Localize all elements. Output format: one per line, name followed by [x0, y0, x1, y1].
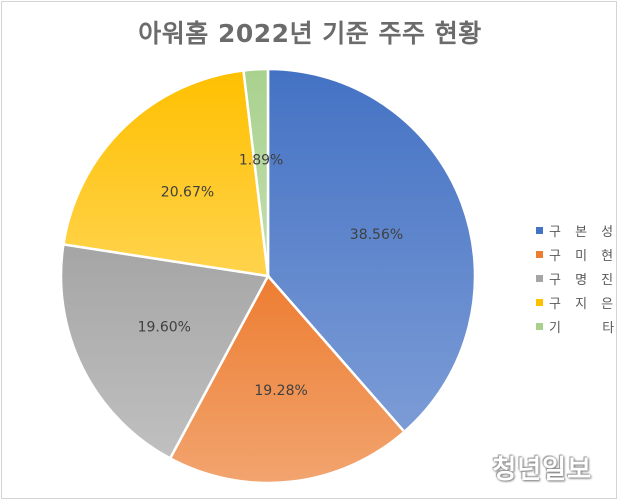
data-label-기타: 1.89% [239, 152, 283, 168]
pie-slice-구본성 [266, 67, 477, 434]
data-label-구미현: 19.28% [254, 383, 307, 399]
pie-slice-구명진 [59, 242, 270, 461]
legend-label: 구 미 현 [549, 248, 619, 264]
data-label-구본성: 38.56% [350, 227, 403, 243]
legend-label: 구 지 은 [549, 296, 619, 312]
legend-item-구명진: 구 명 진 [536, 266, 616, 290]
legend-swatch [536, 298, 543, 306]
legend-label: 구 명 진 [549, 272, 619, 288]
legend-item-구본성: 구 본 성 [536, 218, 616, 242]
legend-item-구미현: 구 미 현 [536, 242, 616, 266]
legend-label: 구 본 성 [549, 224, 619, 240]
legend-swatch [536, 226, 543, 234]
data-label-구지은: 20.67% [161, 185, 214, 201]
legend-label: 기 타 [549, 320, 620, 336]
pie-slice-기타 [242, 67, 270, 277]
chart-title: 아워홈 2022년 기준 주주 현황 [138, 19, 482, 48]
pie-slice-구미현 [168, 273, 407, 485]
legend-swatch [536, 250, 543, 258]
legend-swatch [536, 322, 543, 330]
publisher-watermark: 청년일보 [492, 455, 592, 485]
pie-slice-구지은 [62, 69, 270, 278]
data-label-구명진: 19.60% [138, 320, 191, 336]
legend-swatch [536, 274, 543, 282]
legend-item-기타: 기 타 [536, 314, 616, 338]
legend-item-구지은: 구 지 은 [536, 290, 616, 314]
